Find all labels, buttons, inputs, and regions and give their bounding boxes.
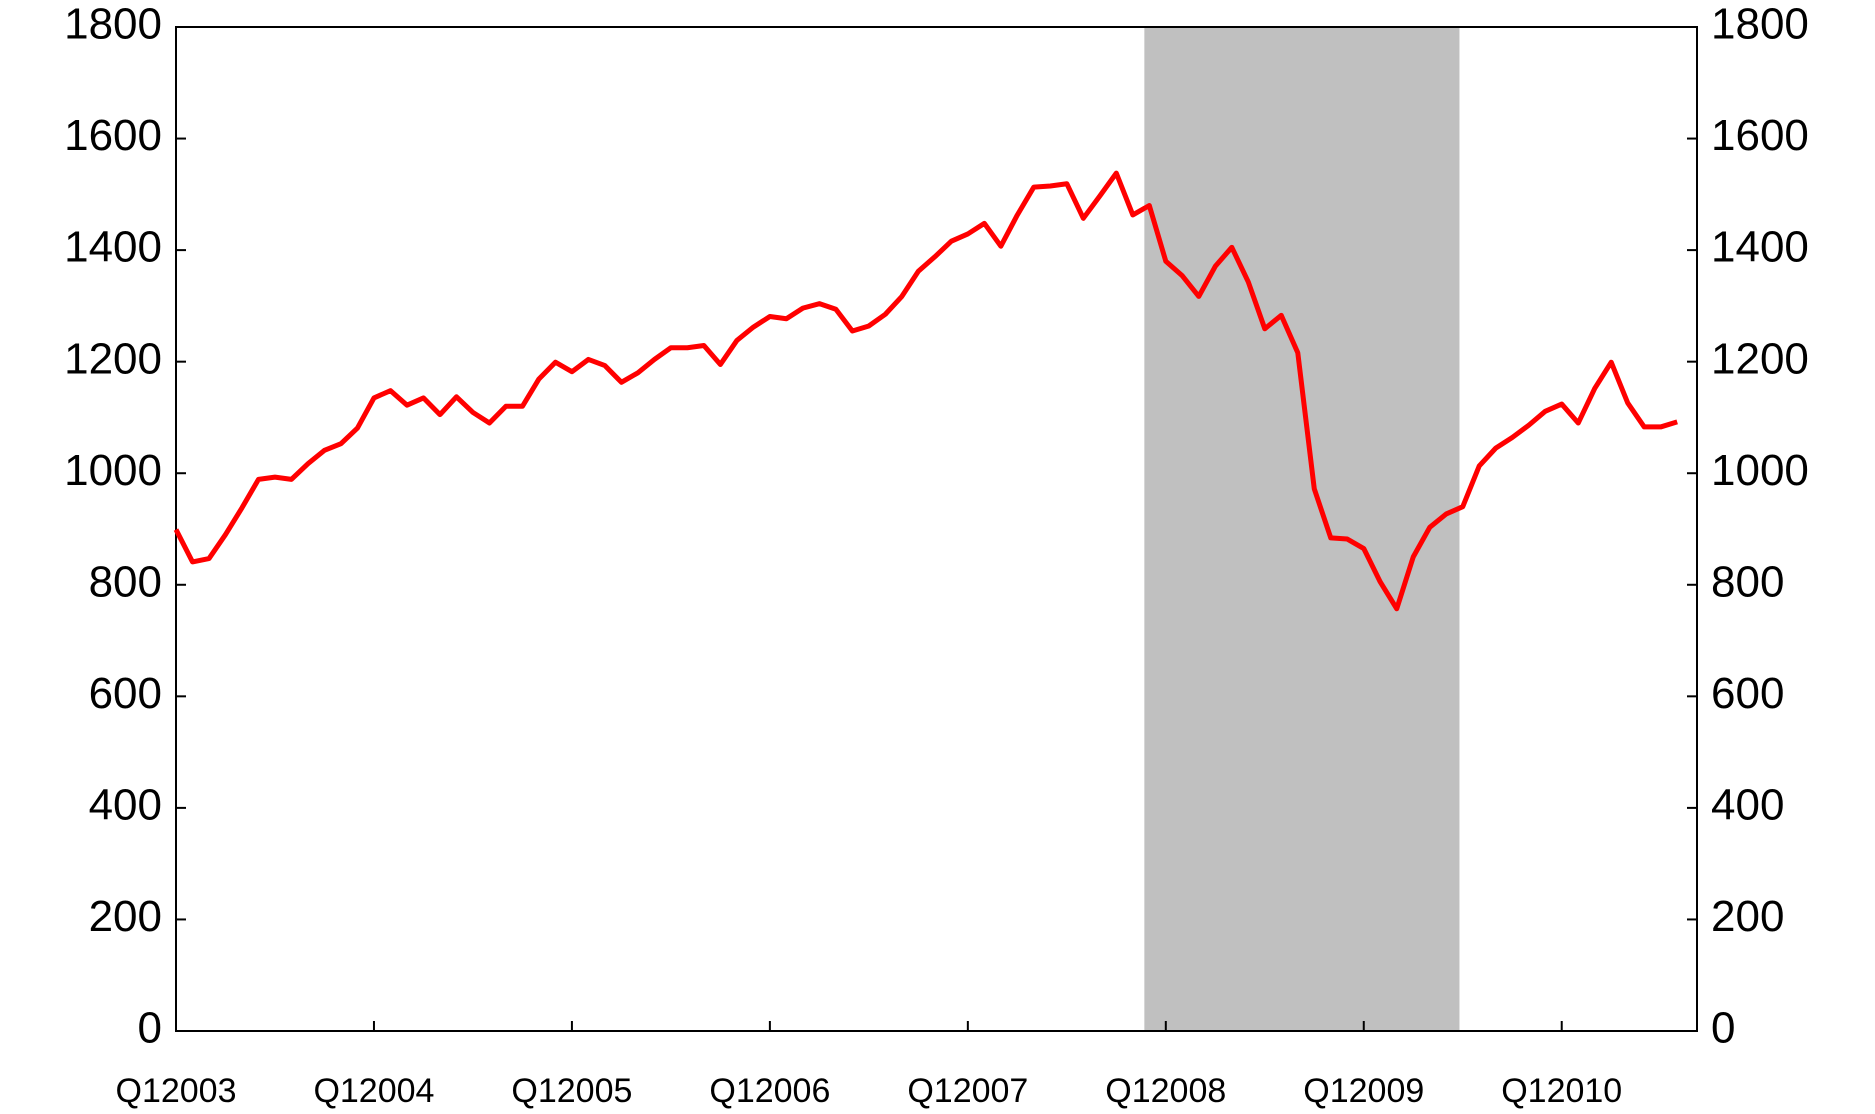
y-tick-label: 1600 (64, 111, 162, 160)
y2-tick-label: 1600 (1711, 111, 1809, 160)
y2-tick-label: 400 (1711, 781, 1784, 830)
y-tick-label: 400 (89, 781, 162, 830)
y2-tick-label: 1400 (1711, 223, 1809, 272)
y2-tick-label: 200 (1711, 892, 1784, 941)
x-tick-label: Q12003 (116, 1072, 237, 1110)
x-tick-label: Q12010 (1501, 1072, 1622, 1110)
y2-tick-label: 600 (1711, 669, 1784, 718)
x-tick-label: Q12008 (1105, 1072, 1226, 1110)
y2-tick-label: 1800 (1711, 0, 1809, 49)
y-tick-label: 1400 (64, 223, 162, 272)
x-tick-label: Q12006 (709, 1072, 830, 1110)
x-tick-label: Q12007 (907, 1072, 1028, 1110)
recession-shade (1144, 27, 1460, 1031)
y2-tick-label: 800 (1711, 557, 1784, 606)
y-tick-label: 1800 (64, 0, 162, 49)
y2-tick-label: 1200 (1711, 334, 1809, 383)
y2-tick-label: 1000 (1711, 446, 1809, 495)
y-tick-label: 0 (138, 1004, 162, 1053)
x-tick-label: Q12005 (511, 1072, 632, 1110)
y2-tick-label: 0 (1711, 1004, 1735, 1053)
x-tick-label: Q12004 (313, 1072, 434, 1110)
x-tick-label: Q12009 (1303, 1072, 1424, 1110)
y-tick-label: 800 (89, 557, 162, 606)
y-tick-label: 600 (89, 669, 162, 718)
y-tick-label: 200 (89, 892, 162, 941)
plot-frame (175, 26, 1698, 1032)
data-line (173, 170, 1678, 612)
y-tick-label: 1200 (64, 334, 162, 383)
y-tick-label: 1000 (64, 446, 162, 495)
